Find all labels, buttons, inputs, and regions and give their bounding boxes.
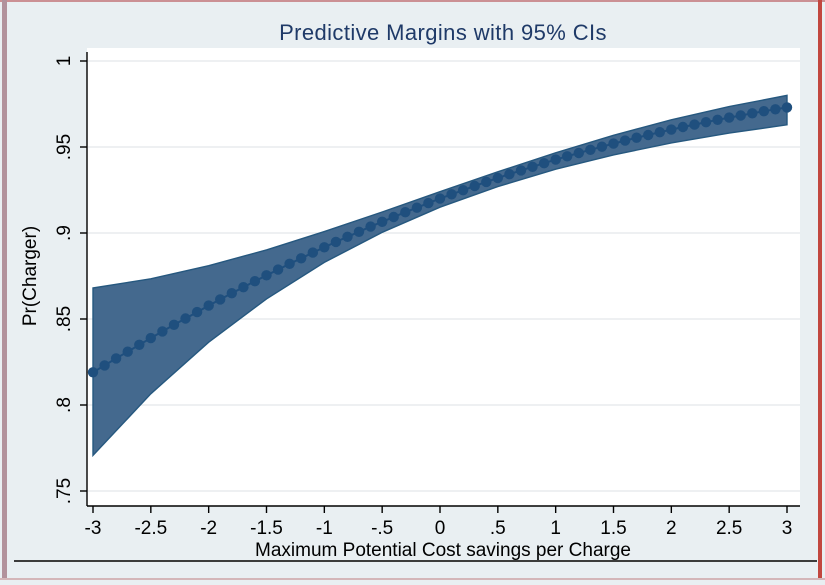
marker-dot <box>330 236 342 248</box>
marker-dot <box>515 165 527 176</box>
window-border-left <box>2 0 7 580</box>
x-tick-label: 2.5 <box>716 518 742 539</box>
y-tick-label: .8 <box>54 397 75 413</box>
marker-dot <box>619 135 631 146</box>
x-tick-label: -1 <box>316 518 333 539</box>
marker-dot <box>457 185 469 196</box>
marker-dot <box>538 158 550 169</box>
marker-dot <box>388 211 399 223</box>
chart-title: Predictive Margins with 95% CIs <box>279 20 607 45</box>
y-axis-title: Pr(Charger) <box>20 226 41 326</box>
marker-dot <box>353 226 365 237</box>
x-tick-label: 3 <box>782 518 793 539</box>
marker-dot <box>666 124 677 135</box>
marker-dot <box>99 360 110 371</box>
marker-dot <box>238 282 249 293</box>
marker-dot <box>307 247 318 258</box>
marker-dot <box>134 339 145 350</box>
marker-dot <box>365 221 376 232</box>
marker-dot <box>411 202 423 213</box>
marker-dot <box>758 106 770 117</box>
x-tick-label: -2.5 <box>134 518 167 539</box>
marker-dot <box>781 102 793 113</box>
y-tick-label: 1 <box>54 56 75 67</box>
y-tick-label: .75 <box>54 478 75 504</box>
x-tick-label: 1.5 <box>600 518 626 539</box>
marker-dot <box>712 114 723 126</box>
marker-dot <box>446 189 457 200</box>
confidence-band <box>92 94 788 458</box>
marker-dot <box>550 154 561 165</box>
marker-dot <box>215 294 226 305</box>
marker-dot <box>157 326 168 337</box>
marker-dot <box>434 193 446 204</box>
window-border-bottom <box>0 578 825 580</box>
marker-dot <box>481 176 492 188</box>
marker-dot <box>469 180 480 192</box>
plot-content: 1 .95 .9 .85 .8 .75 -3 -2.5 -2 -1.5 -1 -.5 0 .5 1 1.5 2 2… <box>54 52 800 539</box>
marker-dot <box>596 141 608 152</box>
y-tick-label: .85 <box>54 306 75 332</box>
marker-dot <box>284 258 295 269</box>
marker-dot <box>677 121 689 133</box>
marker-dot <box>342 231 353 242</box>
marker-dot <box>400 207 411 218</box>
marker-dot <box>608 138 619 149</box>
marker-dot <box>700 117 712 128</box>
marker-dot <box>226 288 237 299</box>
marker-dot <box>423 197 434 209</box>
marker-dot <box>747 108 758 119</box>
marker-dot <box>180 313 191 324</box>
y-tick-label: .9 <box>54 225 75 241</box>
marker-dot <box>377 216 388 227</box>
marker-dot <box>654 127 665 138</box>
x-tick-label: -2 <box>200 518 217 539</box>
marker-dot <box>689 119 700 130</box>
x-tick-label: 1 <box>550 518 561 539</box>
marker-dot <box>631 132 642 143</box>
marker-dot <box>492 172 503 184</box>
x-tick-label: -.5 <box>371 518 393 539</box>
marker-dot <box>735 110 746 121</box>
marker-dot <box>319 242 330 253</box>
marker-dot <box>643 129 654 141</box>
marker-dot <box>122 346 133 357</box>
marker-dot <box>261 270 272 281</box>
marker-dot <box>110 353 122 364</box>
x-tick-label: -1.5 <box>250 518 283 539</box>
marker-dot <box>272 264 284 275</box>
marker-dot <box>527 161 538 172</box>
marker-dot <box>145 332 156 344</box>
marker-dot <box>770 104 781 115</box>
marker-dot <box>203 300 214 311</box>
marker-dot <box>168 319 180 330</box>
marker-dot <box>504 169 515 180</box>
x-tick-label: 2 <box>666 518 677 539</box>
marker-dot <box>573 147 584 159</box>
x-axis-title: Maximum Potential Cost savings per Charg… <box>255 540 631 561</box>
x-tick-label: .5 <box>490 518 506 539</box>
marker-dot <box>562 151 573 162</box>
marker-dot <box>296 253 307 264</box>
marker-dot <box>585 144 596 155</box>
marker-dot <box>724 112 735 123</box>
marker-dot <box>191 306 203 318</box>
marker-dot <box>249 276 261 287</box>
window-border-top <box>0 0 825 2</box>
marker-dot <box>87 367 99 378</box>
y-tick-label: .95 <box>54 134 75 160</box>
x-tick-label: 0 <box>435 518 446 539</box>
window-border-right <box>818 0 822 580</box>
x-tick-label: -3 <box>85 518 102 539</box>
